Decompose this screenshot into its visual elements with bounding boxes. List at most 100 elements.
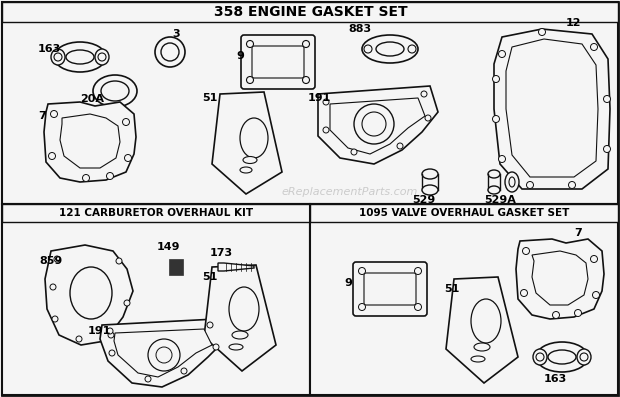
Circle shape: [124, 300, 130, 306]
Ellipse shape: [509, 177, 515, 187]
Ellipse shape: [54, 42, 106, 72]
Circle shape: [207, 322, 213, 328]
Ellipse shape: [93, 75, 137, 107]
Text: 859: 859: [39, 256, 62, 266]
Circle shape: [303, 77, 309, 83]
Circle shape: [354, 104, 394, 144]
Polygon shape: [44, 102, 136, 182]
Ellipse shape: [533, 349, 547, 365]
Bar: [2, 204, 310, 395]
Circle shape: [425, 115, 431, 121]
Polygon shape: [212, 92, 282, 194]
Circle shape: [50, 110, 58, 118]
Text: 7: 7: [38, 111, 46, 121]
Circle shape: [498, 50, 505, 58]
Text: 9: 9: [344, 278, 352, 288]
Circle shape: [82, 175, 89, 181]
Circle shape: [523, 247, 529, 254]
Polygon shape: [516, 239, 604, 319]
Text: 191: 191: [88, 326, 112, 336]
Circle shape: [362, 112, 386, 136]
Circle shape: [539, 29, 546, 35]
Polygon shape: [532, 251, 588, 305]
Ellipse shape: [95, 49, 109, 65]
Polygon shape: [330, 98, 425, 154]
Circle shape: [603, 96, 611, 102]
Ellipse shape: [422, 169, 438, 179]
Text: 121 CARBURETOR OVERHAUL KIT: 121 CARBURETOR OVERHAUL KIT: [59, 208, 253, 218]
Ellipse shape: [422, 185, 438, 195]
Circle shape: [109, 350, 115, 356]
Circle shape: [575, 310, 582, 316]
Text: 163: 163: [38, 44, 61, 54]
Circle shape: [48, 152, 56, 160]
Circle shape: [590, 256, 598, 262]
Ellipse shape: [229, 287, 259, 331]
Ellipse shape: [229, 344, 243, 350]
Circle shape: [492, 116, 500, 123]
Circle shape: [590, 44, 598, 50]
Bar: [2, 204, 310, 222]
Circle shape: [125, 154, 131, 162]
Text: 358 ENGINE GASKET SET: 358 ENGINE GASKET SET: [214, 5, 408, 19]
Circle shape: [54, 53, 62, 61]
Ellipse shape: [51, 49, 65, 65]
Ellipse shape: [471, 356, 485, 362]
Circle shape: [498, 156, 505, 162]
Circle shape: [107, 328, 113, 334]
Polygon shape: [218, 263, 254, 271]
FancyBboxPatch shape: [241, 35, 315, 89]
Circle shape: [156, 347, 172, 363]
Circle shape: [148, 339, 180, 371]
Ellipse shape: [362, 35, 418, 63]
Circle shape: [421, 91, 427, 97]
Polygon shape: [114, 329, 212, 377]
Circle shape: [552, 312, 559, 318]
Circle shape: [303, 40, 309, 48]
Circle shape: [54, 256, 60, 262]
Text: 51: 51: [202, 93, 218, 103]
Ellipse shape: [376, 42, 404, 56]
Circle shape: [123, 118, 130, 125]
Polygon shape: [506, 39, 598, 177]
Text: 51: 51: [202, 272, 218, 282]
Ellipse shape: [488, 170, 500, 178]
Circle shape: [50, 284, 56, 290]
Ellipse shape: [505, 172, 519, 192]
Text: 9: 9: [236, 51, 244, 61]
FancyBboxPatch shape: [252, 46, 304, 78]
Ellipse shape: [577, 349, 591, 365]
Ellipse shape: [66, 50, 94, 64]
Polygon shape: [100, 319, 224, 387]
Circle shape: [364, 45, 372, 53]
Text: 191: 191: [308, 93, 331, 103]
Circle shape: [415, 303, 422, 310]
Circle shape: [521, 289, 528, 297]
Polygon shape: [60, 114, 120, 168]
Bar: [310, 204, 618, 395]
Bar: [310, 204, 618, 222]
Ellipse shape: [70, 267, 112, 319]
Circle shape: [358, 303, 366, 310]
Polygon shape: [204, 265, 276, 371]
Circle shape: [181, 368, 187, 374]
Text: 883: 883: [348, 24, 371, 34]
Polygon shape: [318, 86, 438, 164]
Polygon shape: [45, 245, 133, 345]
Text: 163: 163: [544, 374, 567, 384]
Circle shape: [213, 344, 219, 350]
Text: 12: 12: [566, 18, 582, 28]
Text: 3: 3: [172, 29, 180, 39]
Text: 7: 7: [574, 228, 582, 238]
Circle shape: [580, 353, 588, 361]
Circle shape: [351, 149, 357, 155]
Circle shape: [358, 268, 366, 274]
Circle shape: [107, 173, 113, 179]
Polygon shape: [494, 29, 610, 189]
Bar: [2, 2, 618, 22]
Circle shape: [603, 145, 611, 152]
Circle shape: [536, 353, 544, 361]
Circle shape: [108, 332, 114, 338]
Text: 51: 51: [444, 284, 459, 294]
Circle shape: [323, 127, 329, 133]
